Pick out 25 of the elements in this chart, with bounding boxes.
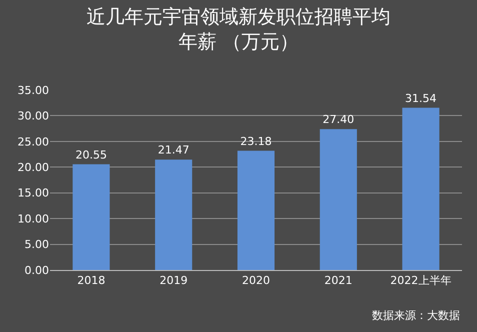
y-tick-label: 20.00 xyxy=(18,160,49,174)
bar xyxy=(320,129,357,270)
y-tick-label: 30.00 xyxy=(18,110,49,123)
bar xyxy=(155,160,192,270)
source-note: 数据来源：大数据 xyxy=(372,308,460,323)
y-tick-label: 0.00 xyxy=(24,264,49,277)
data-label: 31.54 xyxy=(405,92,437,105)
x-tick-label: 2022上半年 xyxy=(390,274,452,288)
y-tick-label: 35.00 xyxy=(18,84,49,97)
bar xyxy=(402,108,440,270)
y-tick-label: 10.00 xyxy=(18,212,49,226)
data-label: 23.18 xyxy=(240,134,272,148)
bar xyxy=(237,150,275,270)
x-tick-label: 2019 xyxy=(160,274,188,288)
data-label: 27.40 xyxy=(322,113,354,126)
y-tick-label: 5.00 xyxy=(24,238,49,252)
data-label: 21.47 xyxy=(158,144,190,157)
data-label: 20.55 xyxy=(75,148,107,162)
chart-title: 近几年元宇宙领域新发职位招聘平均年薪 （万元） xyxy=(86,6,390,53)
y-tick-label: 15.00 xyxy=(18,186,49,200)
y-tick-label: 25.00 xyxy=(18,135,49,148)
x-tick-label: 2018 xyxy=(77,274,106,288)
x-tick-label: 2020 xyxy=(242,274,270,288)
x-tick-label: 2021 xyxy=(324,274,352,288)
bar xyxy=(72,164,110,270)
